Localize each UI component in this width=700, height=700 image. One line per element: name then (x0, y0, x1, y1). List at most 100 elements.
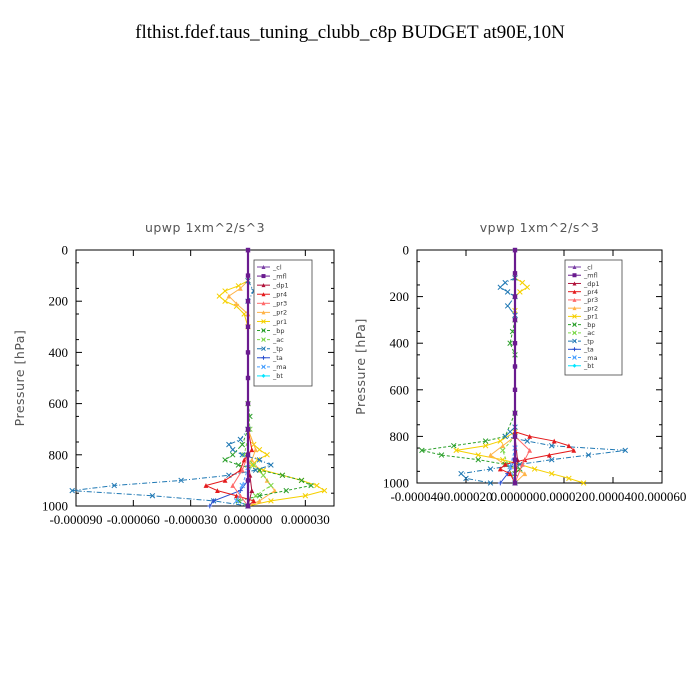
y-tick-label: 200 (49, 294, 69, 309)
legend-label: _pr2 (583, 304, 598, 312)
data-point (264, 452, 270, 458)
x-tick-label: 0.000000 (491, 489, 540, 504)
data-point (245, 324, 251, 329)
data-point (239, 441, 246, 448)
legend-label: _pr1 (583, 313, 598, 321)
data-point (272, 488, 278, 494)
legend-item: _pr4 (257, 291, 287, 299)
legend-marker (572, 273, 577, 278)
legend-item: _dp1 (257, 281, 289, 289)
data-point (488, 452, 493, 458)
data-point (497, 480, 503, 486)
y-tick-label: 800 (49, 447, 69, 462)
y-tick-label: 0 (403, 243, 410, 258)
legend-item: _mfl (568, 272, 598, 280)
data-point (226, 441, 232, 448)
legend-item: _tp (257, 345, 283, 353)
data-point (268, 462, 274, 468)
data-point (178, 477, 184, 484)
data-point (302, 493, 309, 499)
data-point (546, 452, 552, 458)
legend-marker (572, 355, 577, 360)
data-point (239, 467, 245, 473)
data-point (241, 452, 247, 458)
series-line (502, 436, 516, 484)
legend-label: _tp (272, 345, 283, 353)
legend-label: _ac (583, 329, 595, 337)
series-line (509, 447, 516, 484)
legend-label: _bt (583, 362, 594, 370)
x-tick-label: 0.000020 (540, 489, 589, 504)
legend-label: _mfl (583, 272, 598, 280)
legend-item: _cl (568, 263, 593, 271)
x-tick-label: -0.000020 (439, 489, 492, 504)
data-point (497, 284, 504, 291)
legend-marker (572, 297, 577, 302)
data-point (252, 493, 259, 499)
legend-box (253, 259, 313, 387)
data-point (512, 341, 518, 346)
data-point (504, 303, 511, 309)
data-point (527, 434, 533, 439)
data-point (249, 488, 255, 494)
data-point (229, 446, 236, 453)
legend-marker (572, 306, 577, 311)
data-point (239, 452, 246, 458)
data-point (419, 447, 425, 454)
legend-label: _ta (583, 346, 594, 354)
legend-label: _pr1 (272, 318, 287, 326)
legend-label: _dp1 (583, 280, 600, 288)
legend-label: _cl (583, 263, 593, 271)
series-pr2 (488, 434, 528, 486)
y-tick-label: 0 (62, 243, 69, 258)
data-point (203, 483, 209, 488)
data-point (298, 477, 305, 484)
data-point (222, 457, 228, 463)
data-point (487, 466, 494, 472)
data-point (260, 472, 267, 479)
legend-marker (261, 355, 266, 360)
data-point (519, 461, 525, 467)
y-tick-label: 1000 (383, 476, 409, 491)
legend-label: _pr4 (272, 291, 287, 299)
data-point (222, 298, 228, 304)
legend-label: _pr3 (272, 300, 287, 308)
data-point (453, 447, 459, 454)
data-point (245, 350, 251, 355)
data-point (235, 498, 242, 504)
data-point (500, 443, 506, 449)
legend: _cl_mfl_dp1_pr4_pr3_pr2_pr1_bp_ac_tp_ta_… (253, 259, 313, 387)
data-point (507, 471, 513, 477)
legend-box (564, 259, 623, 376)
data-point (314, 482, 320, 489)
data-point (207, 503, 213, 509)
legend-item: _mfl (257, 272, 287, 280)
data-point (566, 443, 572, 449)
data-point (283, 487, 289, 494)
legend-marker (261, 337, 266, 342)
data-point (222, 288, 228, 294)
data-point (230, 483, 236, 488)
data-point (237, 436, 244, 443)
legend-item: _tp (568, 337, 594, 345)
x-tick-label: -0.000030 (164, 512, 217, 527)
data-point (308, 482, 314, 489)
legend-label: _ma (583, 354, 598, 362)
y-tick-label: 400 (49, 345, 69, 360)
chart-title: upwp 1xm^2/s^3 (145, 220, 265, 235)
plot-frame (416, 249, 663, 484)
legend-marker (572, 347, 577, 352)
legend-marker (572, 338, 577, 344)
legend-item: _pr3 (568, 296, 598, 304)
chart-panel-1: upwp 1xm^2/s^3 Pressure [hPa] 0 200 400 600 80… (12, 220, 335, 527)
data-point (458, 470, 464, 477)
data-point (253, 447, 259, 453)
legend-label: _pr4 (583, 288, 598, 296)
legend-marker (261, 364, 266, 370)
legend-marker (572, 322, 577, 327)
data-point (211, 498, 216, 504)
x-tick-label: 0.000060 (638, 489, 687, 504)
legend-label: _cl (272, 263, 282, 271)
series-pr4 (497, 429, 577, 486)
